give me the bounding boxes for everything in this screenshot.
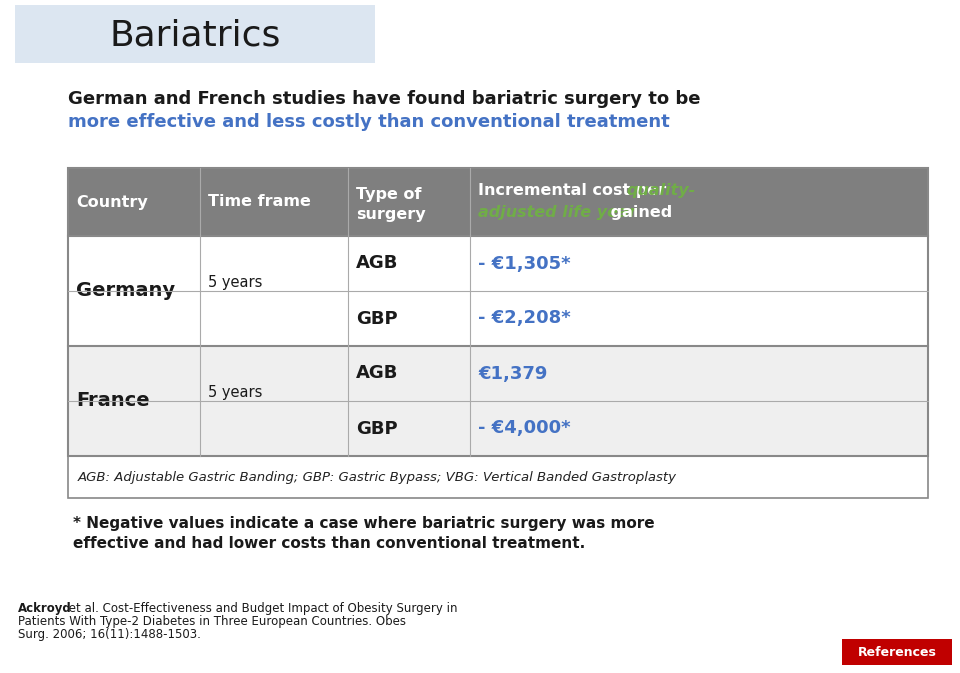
Text: AGB: Adjustable Gastric Banding; GBP: Gastric Bypass; VBG: Vertical Banded Gastr: AGB: Adjustable Gastric Banding; GBP: Ga… <box>78 470 677 483</box>
Text: AGB: AGB <box>356 254 398 273</box>
Text: 5 years: 5 years <box>208 386 262 400</box>
Text: Time frame: Time frame <box>208 194 311 209</box>
Text: more effective and less costly than conventional treatment: more effective and less costly than conv… <box>68 113 670 131</box>
Text: GBP: GBP <box>356 310 397 328</box>
Text: - €1,305*: - €1,305* <box>478 254 570 273</box>
Text: quality-: quality- <box>626 183 695 198</box>
Text: Patients With Type-2 Diabetes in Three European Countries. Obes: Patients With Type-2 Diabetes in Three E… <box>18 615 406 628</box>
Text: - €2,208*: - €2,208* <box>478 310 571 328</box>
Text: €1,379: €1,379 <box>478 365 547 382</box>
Text: gained: gained <box>605 205 672 220</box>
Text: Country: Country <box>76 194 148 209</box>
Text: References: References <box>857 645 936 658</box>
FancyBboxPatch shape <box>842 639 952 665</box>
Text: 5 years: 5 years <box>208 275 262 291</box>
Text: * Negative values indicate a case where bariatric surgery was more: * Negative values indicate a case where … <box>73 516 655 531</box>
FancyBboxPatch shape <box>68 291 928 346</box>
Bar <box>68 168 928 456</box>
Text: et al. Cost-Effectiveness and Budget Impact of Obesity Surgery in: et al. Cost-Effectiveness and Budget Imp… <box>65 602 458 615</box>
Text: Germany: Germany <box>76 281 175 301</box>
Text: effective and had lower costs than conventional treatment.: effective and had lower costs than conve… <box>73 536 586 551</box>
FancyBboxPatch shape <box>68 236 928 291</box>
Text: - €4,000*: - €4,000* <box>478 419 570 437</box>
Text: Bariatrics: Bariatrics <box>109 19 280 53</box>
FancyBboxPatch shape <box>68 401 928 456</box>
Text: Surg. 2006; 16(11):1488-1503.: Surg. 2006; 16(11):1488-1503. <box>18 628 201 641</box>
Text: France: France <box>76 392 150 411</box>
FancyBboxPatch shape <box>68 168 928 236</box>
FancyBboxPatch shape <box>68 456 928 498</box>
Text: German and French studies have found bariatric surgery to be: German and French studies have found bar… <box>68 90 701 108</box>
FancyBboxPatch shape <box>15 5 375 63</box>
Text: AGB: AGB <box>356 365 398 382</box>
Text: GBP: GBP <box>356 419 397 437</box>
Text: adjusted life year: adjusted life year <box>478 205 636 220</box>
FancyBboxPatch shape <box>68 346 928 401</box>
Text: Type of: Type of <box>356 186 421 201</box>
Text: Incremental cost per: Incremental cost per <box>478 183 672 198</box>
Text: Ackroyd: Ackroyd <box>18 602 72 615</box>
Text: surgery: surgery <box>356 207 425 221</box>
